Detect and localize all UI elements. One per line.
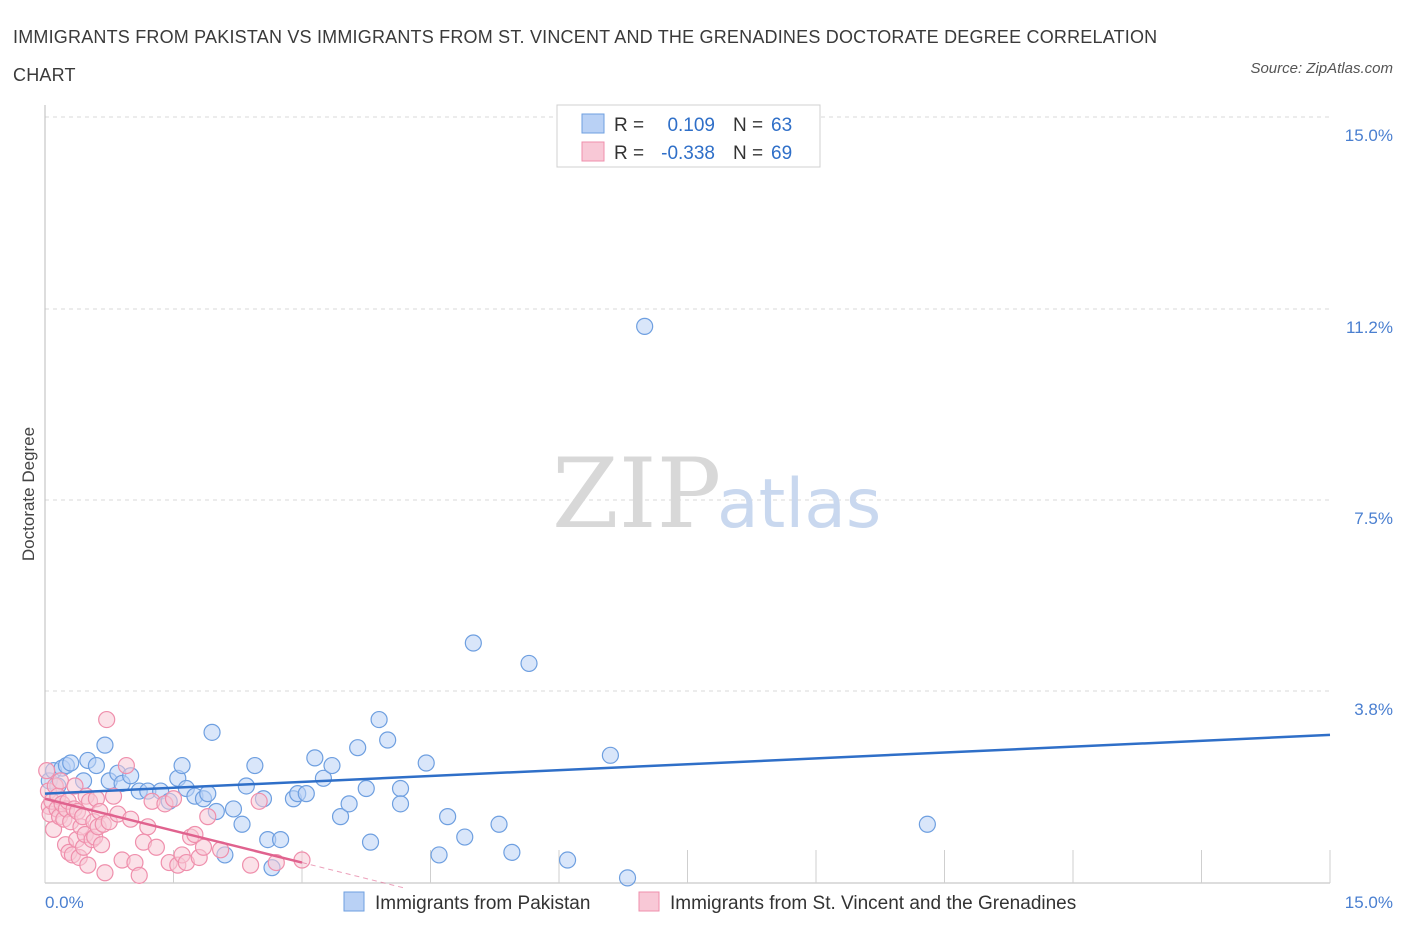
legend-box: R = 0.109 N = 63 R = -0.338 N = 69 [556, 104, 821, 168]
data-point-pakistan [918, 815, 936, 833]
legend-n-value-stvincent: 69 [771, 143, 792, 164]
legend-swatch-stvincent [581, 141, 605, 162]
data-point-pakistan [370, 710, 388, 729]
x-axis-ticks [44, 850, 1331, 883]
data-point-stvincent [104, 787, 123, 805]
data-point-pakistan [520, 654, 538, 673]
data-point-pakistan [430, 846, 448, 864]
data-point-stvincent [267, 853, 285, 872]
data-point-stvincent [130, 866, 148, 884]
data-point-pakistan [203, 723, 221, 741]
data-point-pakistan [297, 785, 315, 803]
y-axis-label: Doctorate Degree [19, 427, 38, 561]
legend-r-label-stvincent: R = [614, 143, 644, 164]
data-point-pakistan [417, 754, 435, 772]
data-point-pakistan [601, 746, 620, 764]
watermark-atlas: atlas [717, 465, 881, 544]
data-point-pakistan [237, 777, 255, 795]
legend-n-value-pakistan: 63 [771, 115, 792, 136]
data-point-pakistan [349, 739, 367, 757]
legend-swatch-pakistan [581, 113, 605, 134]
data-point-pakistan [306, 749, 324, 767]
y-tick-label-15: 15.0% [1345, 126, 1393, 145]
data-point-pakistan [323, 756, 341, 775]
data-point-pakistan [87, 756, 106, 775]
data-point-stvincent [79, 856, 97, 874]
data-point-stvincent [164, 790, 183, 808]
data-point-pakistan [558, 851, 577, 869]
data-point-stvincent [117, 756, 135, 775]
trendline-stvincent [44, 797, 303, 864]
data-point-pakistan [439, 808, 457, 826]
bottom-legend: Immigrants from Pakistan Immigrants from… [343, 891, 1076, 914]
data-point-pakistan [340, 795, 358, 813]
data-point-stvincent [98, 710, 116, 729]
data-point-stvincent [92, 836, 111, 854]
data-point-stvincent [250, 792, 268, 810]
data-point-pakistan [361, 833, 380, 851]
data-point-stvincent [51, 772, 70, 790]
data-point-stvincent [147, 838, 165, 856]
data-point-pakistan [636, 317, 654, 335]
bottom-legend-swatch-stvincent [638, 891, 660, 912]
data-point-pakistan [379, 731, 397, 749]
data-point-pakistan [224, 800, 243, 818]
gridlines [45, 116, 1330, 692]
legend-r-value-pakistan: 0.109 [667, 115, 715, 136]
data-point-stvincent [66, 777, 84, 795]
bottom-legend-label-pakistan: Immigrants from Pakistan [375, 893, 590, 914]
data-point-pakistan [618, 869, 637, 887]
data-point-pakistan [96, 736, 114, 754]
x-tick-label-max: 15.0% [1345, 893, 1393, 912]
data-point-pakistan [456, 828, 474, 846]
legend-n-label-pakistan: N = [733, 115, 763, 136]
data-point-pakistan [490, 815, 508, 833]
y-tick-label-7.5: 7.5% [1354, 509, 1393, 528]
watermark-zip: ZIP [552, 438, 721, 550]
data-point-pakistan [331, 808, 350, 826]
legend-n-label-stvincent: N = [733, 143, 763, 164]
legend-r-label-pakistan: R = [614, 115, 644, 136]
data-point-pakistan [391, 779, 410, 798]
data-point-stvincent [194, 838, 213, 856]
legend-r-value-stvincent: -0.338 [661, 143, 715, 164]
data-point-pakistan [464, 634, 482, 652]
chart-title: IMMIGRANTS FROM PAKISTAN VS IMMIGRANTS F… [13, 27, 1158, 85]
data-point-pakistan [233, 815, 251, 833]
data-point-pakistan [503, 843, 521, 861]
trendline-pakistan [44, 733, 1331, 795]
data-point-pakistan [62, 754, 80, 772]
chart-source: Source: ZipAtlas.com [1250, 60, 1393, 77]
data-point-pakistan [246, 756, 264, 775]
bottom-legend-label-stvincent: Immigrants from St. Vincent and the Gren… [670, 893, 1076, 914]
data-point-pakistan [391, 795, 410, 813]
x-tick-label-min: 0.0% [45, 893, 84, 912]
trendline-stvincent-extension [301, 862, 405, 889]
data-point-stvincent [38, 762, 56, 780]
data-point-pakistan [199, 785, 217, 803]
data-point-stvincent [96, 864, 114, 882]
data-point-stvincent [242, 856, 260, 874]
y-tick-label-11.2: 11.2% [1346, 318, 1393, 337]
data-point-pakistan [271, 830, 290, 849]
bottom-legend-swatch-pakistan [343, 891, 365, 912]
data-point-pakistan [357, 779, 375, 798]
y-tick-label-3.8: 3.8% [1354, 700, 1393, 719]
data-point-pakistan [173, 756, 191, 775]
data-point-stvincent [199, 808, 217, 826]
